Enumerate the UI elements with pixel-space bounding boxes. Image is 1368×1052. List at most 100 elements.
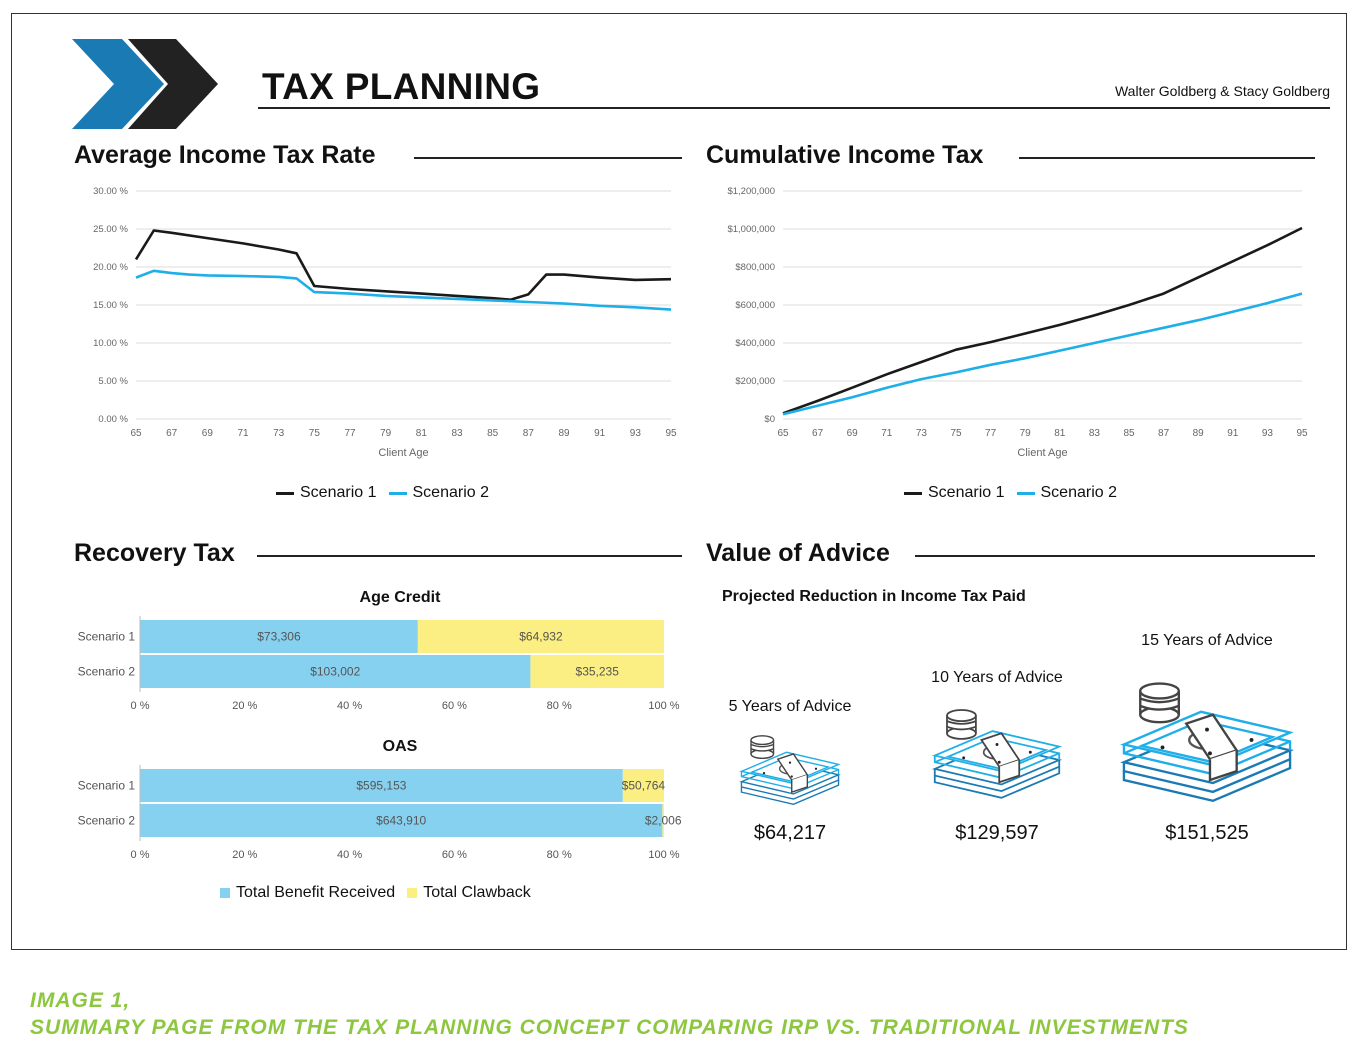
x-tick-label: 79 xyxy=(380,428,392,439)
legend-label-scenario2: Scenario 2 xyxy=(1040,484,1118,501)
y-tick-label: $0 xyxy=(764,414,775,425)
bar-segment-clawback xyxy=(662,804,664,837)
section-title-recovery: Recovery Tax xyxy=(74,539,235,567)
section-title-advice: Value of Advice xyxy=(706,539,890,567)
advice-value-10yr: $129,597 xyxy=(955,822,1039,844)
bar-data-label: $73,306 xyxy=(257,630,301,644)
x-tick-label: 20 % xyxy=(232,849,257,861)
section-divider xyxy=(257,555,682,557)
x-tick-label: 73 xyxy=(916,428,928,439)
legend-swatch-benefit xyxy=(220,888,230,898)
title-divider xyxy=(258,107,1330,109)
y-tick-label: $600,000 xyxy=(735,300,775,311)
x-tick-label: 93 xyxy=(1262,428,1274,439)
x-tick-label: 0 % xyxy=(131,700,150,712)
x-tick-label: 80 % xyxy=(547,849,572,861)
x-tick-label: 89 xyxy=(1193,428,1205,439)
y-tick-label: 15.00 % xyxy=(93,300,128,311)
y-tick-label: 30.00 % xyxy=(93,186,128,197)
category-label: Scenario 2 xyxy=(78,665,136,679)
bar-segment-benefit xyxy=(140,620,418,653)
section-divider xyxy=(915,555,1315,557)
avg-rate-legend: Scenario 1 Scenario 2 xyxy=(276,484,489,502)
cumulative-legend: Scenario 1 Scenario 2 xyxy=(904,484,1117,502)
x-tick-label: 87 xyxy=(523,428,535,439)
legend-label-scenario1: Scenario 1 xyxy=(300,484,377,501)
x-tick-label: 93 xyxy=(630,428,642,439)
bar-data-label: $103,002 xyxy=(310,665,360,679)
legend-swatch-clawback xyxy=(407,888,418,898)
x-tick-label: 69 xyxy=(847,428,859,439)
x-tick-label: 71 xyxy=(237,428,249,439)
x-tick-label: 100 % xyxy=(648,700,679,712)
money-stack-icon xyxy=(930,700,1064,800)
bar-data-label: $643,910 xyxy=(376,814,426,828)
section-title-avg-rate: Average Income Tax Rate xyxy=(74,141,376,169)
x-tick-label: 83 xyxy=(451,428,463,439)
money-stack-icon xyxy=(1118,662,1296,812)
bar-segment-benefit xyxy=(140,769,623,802)
x-tick-label: 67 xyxy=(166,428,178,439)
caption-line-1: IMAGE 1, xyxy=(30,989,131,1012)
section-divider xyxy=(414,157,682,159)
advice-value-15yr: $151,525 xyxy=(1165,822,1249,844)
caption-line-2: SUMMARY PAGE FROM THE TAX PLANNING CONCE… xyxy=(30,1016,1189,1039)
legend-swatch-scenario2 xyxy=(388,491,407,495)
money-stack-icon xyxy=(738,728,842,806)
bar-segment-clawback xyxy=(622,769,664,802)
x-tick-label: 75 xyxy=(950,428,962,439)
bar-data-label: $64,932 xyxy=(519,630,563,644)
advice-label-5yr: 5 Years of Advice xyxy=(728,698,852,715)
bar-segment-benefit xyxy=(140,655,531,688)
advice-subtitle: Projected Reduction in Income Tax Paid xyxy=(722,588,1026,605)
bar-segment-benefit xyxy=(140,804,663,837)
advice-label-15yr: 15 Years of Advice xyxy=(1141,632,1273,649)
x-tick-label: 65 xyxy=(777,428,789,439)
bar-data-label: $35,235 xyxy=(576,665,620,679)
chevron-logo-icon xyxy=(72,39,218,129)
x-tick-label: 79 xyxy=(1020,428,1032,439)
y-tick-label: 10.00 % xyxy=(93,338,128,349)
x-tick-label: 40 % xyxy=(337,700,362,712)
y-tick-label: 5.00 % xyxy=(98,376,128,387)
bar-segment-clawback xyxy=(530,655,664,688)
bar-segment-clawback xyxy=(417,620,664,653)
legend-swatch-scenario2 xyxy=(1016,491,1035,495)
bar-data-label: $50,764 xyxy=(622,779,666,793)
y-tick-label: $200,000 xyxy=(735,376,775,387)
x-tick-label: 65 xyxy=(130,428,142,439)
x-tick-label: 75 xyxy=(309,428,321,439)
recovery-legend: Total Benefit Received Total Clawback xyxy=(220,884,531,902)
page-title: TAX PLANNING xyxy=(262,66,541,107)
x-tick-label: 73 xyxy=(273,428,285,439)
oas-chart: OAS Scenario 1 $595,153 $50,764 Scenario 2 $6… xyxy=(78,738,682,861)
logo-front-chevron xyxy=(72,39,164,129)
x-tick-label: 95 xyxy=(665,428,677,439)
section-divider xyxy=(1019,157,1315,159)
x-tick-label: 87 xyxy=(1158,428,1170,439)
logo-back-chevron xyxy=(128,39,218,129)
age-credit-chart: Age Credit Scenario 1 $73,306 $64,932 Scenar… xyxy=(78,589,680,712)
x-tick-label: 85 xyxy=(1123,428,1135,439)
legend-label-clawback: Total Clawback xyxy=(423,884,531,901)
x-tick-label: 20 % xyxy=(232,700,257,712)
x-tick-label: 60 % xyxy=(442,700,467,712)
y-tick-label: $1,200,000 xyxy=(727,186,775,197)
legend-label-scenario1: Scenario 1 xyxy=(928,484,1005,501)
bar-chart-title: OAS xyxy=(383,738,418,755)
series-line-scenario1 xyxy=(134,229,672,301)
y-tick-label: $400,000 xyxy=(735,338,775,349)
y-tick-label: 25.00 % xyxy=(93,224,128,235)
x-tick-label: 40 % xyxy=(337,849,362,861)
x-tick-label: 80 % xyxy=(547,700,572,712)
x-tick-label: 89 xyxy=(558,428,570,439)
x-tick-label: 83 xyxy=(1089,428,1101,439)
series-line-scenario2 xyxy=(782,292,1303,416)
bar-data-label: $2,006 xyxy=(645,814,682,828)
x-tick-label: 95 xyxy=(1296,428,1308,439)
y-tick-label: $800,000 xyxy=(735,262,775,273)
series-line-scenario1 xyxy=(782,226,1303,415)
x-axis-label: Client Age xyxy=(1017,447,1067,459)
x-tick-label: 69 xyxy=(202,428,214,439)
bar-chart-title: Age Credit xyxy=(360,589,442,606)
